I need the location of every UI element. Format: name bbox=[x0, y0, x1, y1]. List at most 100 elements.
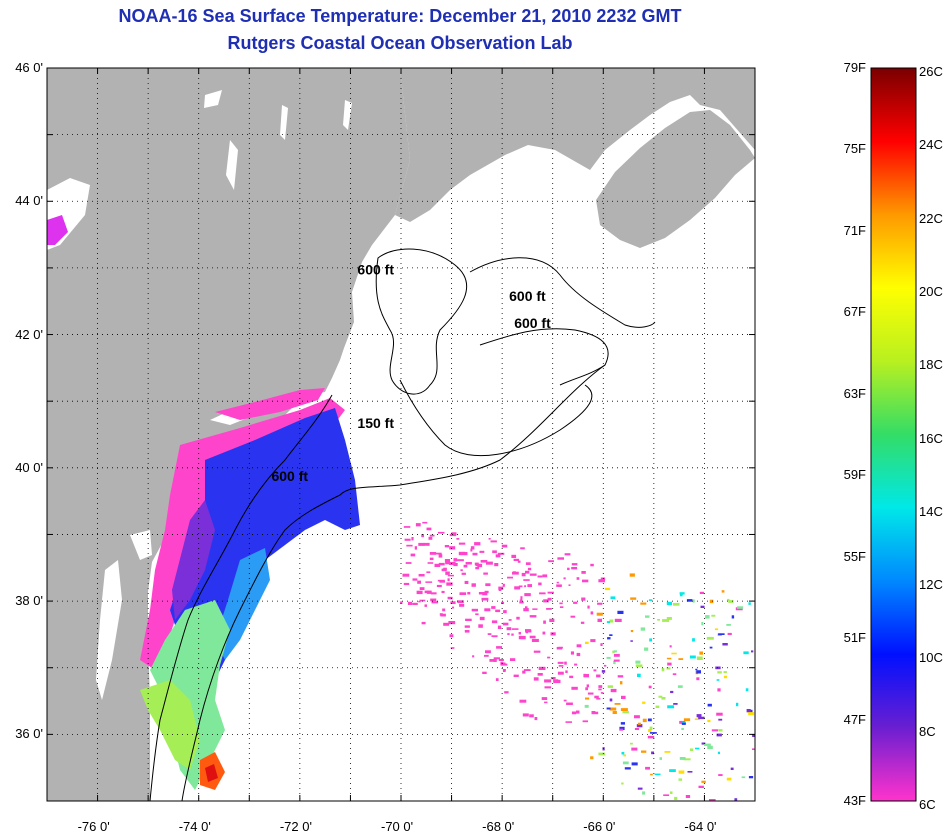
sst-speckle bbox=[576, 710, 580, 714]
sst-speckle bbox=[503, 610, 507, 614]
colorbar-celsius-label: 10C bbox=[919, 650, 943, 666]
colorbar-fahrenheit-label: 67F bbox=[843, 304, 866, 320]
sst-speckle bbox=[612, 650, 615, 654]
sst-speckle bbox=[497, 625, 502, 629]
lat-tick-label: 38 0' bbox=[15, 593, 43, 609]
sst-speckle bbox=[495, 609, 501, 613]
sst-speckle bbox=[464, 630, 470, 633]
sst-speckle bbox=[525, 570, 530, 574]
colorbar-celsius-label: 16C bbox=[919, 430, 943, 446]
sst-speckle bbox=[621, 782, 624, 785]
sst-speckle bbox=[470, 546, 475, 550]
sst-speckle bbox=[484, 654, 489, 657]
sst-speckle bbox=[479, 616, 485, 621]
sst-speckle bbox=[429, 557, 434, 561]
sst-speckle bbox=[741, 776, 746, 779]
sst-speckle bbox=[686, 599, 693, 602]
sst-speckle bbox=[496, 646, 502, 649]
colorbar bbox=[870, 67, 917, 802]
sst-speckle bbox=[609, 634, 613, 636]
sst-patch-slope-green bbox=[150, 600, 230, 790]
sst-speckle bbox=[461, 572, 466, 575]
sst-speckle bbox=[532, 608, 538, 610]
sst-speckle bbox=[484, 590, 489, 594]
sst-speckle bbox=[647, 735, 655, 739]
sst-speckle bbox=[716, 733, 722, 737]
lon-tick-label: -70 0' bbox=[381, 819, 414, 834]
sst-speckle bbox=[614, 618, 622, 622]
sst-speckle bbox=[765, 636, 770, 638]
sst-speckle bbox=[494, 563, 499, 567]
sst-speckle bbox=[546, 608, 552, 610]
sst-speckle bbox=[692, 599, 695, 603]
sst-speckle bbox=[457, 559, 464, 562]
sst-speckle bbox=[465, 562, 472, 565]
sst-speckle bbox=[407, 601, 413, 605]
sst-speckle bbox=[430, 592, 437, 595]
sst-speckle bbox=[520, 596, 523, 600]
sst-speckle bbox=[636, 724, 643, 728]
sst-speckle bbox=[547, 591, 554, 594]
sst-speckle bbox=[756, 608, 758, 610]
sst-speckle bbox=[513, 674, 519, 677]
sst-speckle bbox=[617, 610, 624, 614]
sst-speckle bbox=[730, 767, 734, 770]
sst-speckle bbox=[582, 579, 589, 583]
sst-speckle bbox=[523, 669, 531, 671]
sst-speckle bbox=[548, 560, 554, 563]
sst-speckle bbox=[766, 783, 770, 786]
sst-speckle bbox=[748, 712, 755, 716]
sst-speckle bbox=[649, 638, 652, 642]
land-pei bbox=[628, 84, 685, 104]
sst-speckle bbox=[524, 585, 527, 588]
sst-speckle bbox=[416, 590, 423, 595]
sst-speckle bbox=[583, 674, 586, 677]
sst-speckle bbox=[637, 722, 641, 725]
land-nova-scotia bbox=[596, 110, 755, 248]
sst-speckle bbox=[699, 591, 704, 594]
sst-speckle bbox=[428, 536, 433, 540]
sst-speckle bbox=[700, 605, 705, 608]
sst-speckle bbox=[620, 708, 628, 711]
sst-speckle bbox=[726, 624, 731, 626]
sst-speckle bbox=[648, 729, 652, 732]
sst-speckle bbox=[672, 673, 677, 676]
sst-speckle bbox=[525, 631, 528, 634]
sst-speckle bbox=[593, 669, 597, 672]
depth-contours bbox=[149, 248, 656, 801]
sst-speckle bbox=[451, 532, 457, 536]
sst-speckle bbox=[678, 778, 683, 781]
sst-speckle bbox=[495, 554, 501, 558]
sst-speckle bbox=[502, 583, 505, 587]
sst-speckle bbox=[513, 558, 520, 561]
lon-tick-label: -66 0' bbox=[583, 819, 616, 834]
sst-speckle bbox=[748, 602, 751, 605]
sst-speckle bbox=[438, 554, 443, 558]
sst-speckle bbox=[426, 571, 431, 574]
sst-speckle bbox=[707, 719, 711, 723]
sst-speckle bbox=[763, 613, 770, 616]
sst-speckle bbox=[412, 602, 418, 605]
sst-speckle bbox=[666, 617, 672, 620]
sst-speckle bbox=[654, 773, 661, 776]
sst-speckle bbox=[617, 675, 624, 678]
sst-speckle bbox=[716, 712, 723, 716]
sst-speckle bbox=[709, 599, 714, 604]
sst-speckle bbox=[529, 615, 537, 618]
sst-speckle bbox=[770, 680, 774, 682]
sst-speckle bbox=[403, 582, 410, 586]
map-subtitle: Rutgers Coastal Ocean Observation Lab bbox=[227, 33, 573, 53]
sst-speckle bbox=[642, 701, 646, 704]
contour-label: 600 ft bbox=[271, 468, 308, 484]
sst-speckle bbox=[411, 537, 414, 541]
sst-speckle bbox=[598, 752, 606, 756]
sst-speckle bbox=[446, 582, 453, 586]
sst-speckle bbox=[429, 552, 437, 555]
sst-speckle bbox=[582, 720, 588, 723]
sst-speckle bbox=[696, 670, 701, 674]
sst-speckle bbox=[518, 635, 526, 640]
sst-speckle bbox=[648, 685, 652, 689]
sst-speckle bbox=[464, 552, 468, 556]
sst-speckle bbox=[475, 566, 480, 570]
sst-speckle bbox=[472, 552, 478, 556]
